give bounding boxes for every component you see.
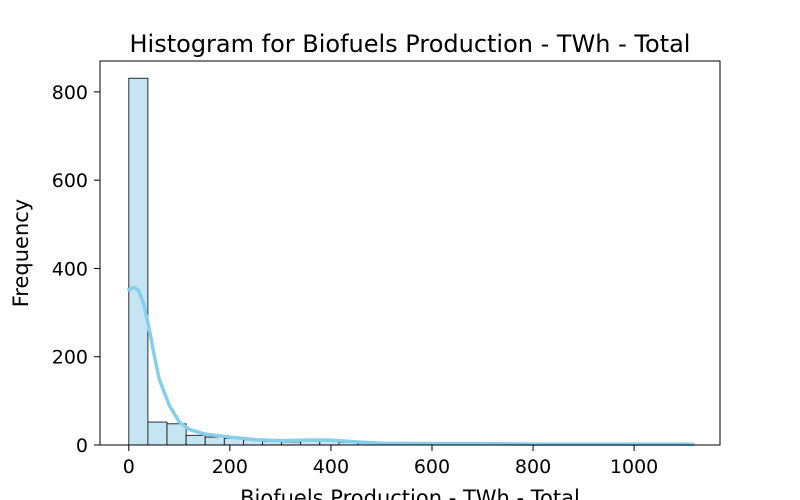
x-tick-label: 600 — [414, 456, 450, 478]
x-tick-label: 800 — [515, 456, 551, 478]
x-tick-label: 200 — [212, 456, 248, 478]
chart-title: Histogram for Biofuels Production - TWh … — [130, 30, 691, 58]
histogram-bar — [204, 436, 225, 446]
x-axis: 0 200 400 600 800 1000 — [123, 445, 658, 478]
histogram-bar — [128, 77, 149, 446]
x-tick-label: 0 — [123, 456, 135, 478]
plot-area-frame — [99, 60, 721, 446]
x-tick-label: 400 — [313, 456, 349, 478]
x-axis-title: Biofuels Production - TWh - Total — [240, 486, 580, 500]
histogram-bar — [147, 421, 168, 446]
kde-curve — [127, 285, 695, 447]
y-axis: 0 200 400 600 800 — [52, 82, 100, 457]
histogram-bar — [185, 434, 206, 446]
y-tick-label: 0 — [76, 435, 88, 457]
histogram-bars — [128, 77, 684, 446]
y-tick-label: 600 — [52, 170, 88, 192]
y-tick-label: 800 — [52, 82, 88, 104]
y-axis-title: Frequency — [9, 199, 33, 308]
y-tick-label: 400 — [52, 258, 88, 280]
y-tick-label: 200 — [52, 347, 88, 369]
x-tick-label: 1000 — [610, 456, 658, 478]
